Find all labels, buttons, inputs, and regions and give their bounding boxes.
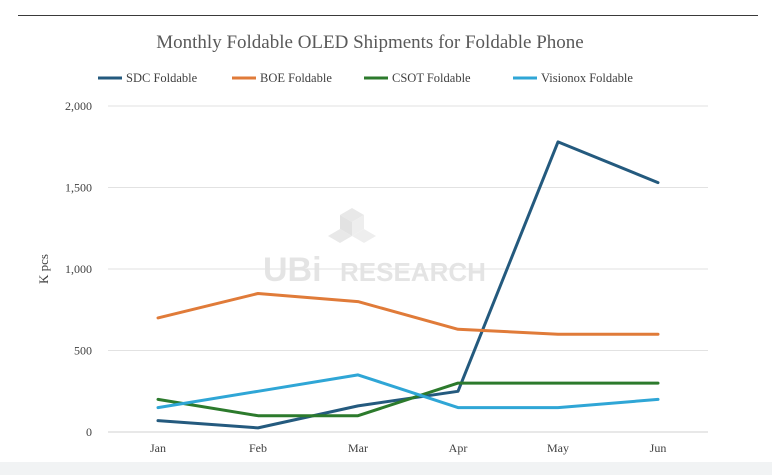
- x-tick-label: Jun: [650, 441, 667, 455]
- legend-label: CSOT Foldable: [392, 71, 471, 85]
- legend: SDC Foldable BOE Foldable CSOT Foldable Vis…: [98, 71, 633, 85]
- line-chart: Monthly Foldable OLED Shipments for Fold…: [36, 32, 708, 455]
- series-lines: [156, 140, 660, 430]
- watermark-logo: UBi RESEARCH: [263, 208, 486, 289]
- cube-logo-icon: [328, 208, 376, 243]
- x-tick-label: Feb: [249, 441, 267, 455]
- chart-title: Monthly Foldable OLED Shipments for Fold…: [156, 32, 583, 53]
- watermark-text: RESEARCH: [340, 257, 486, 287]
- y-tick-label: 1,500: [65, 181, 92, 195]
- x-tick-label: May: [547, 441, 569, 455]
- x-tick-label: Mar: [348, 441, 368, 455]
- series-line-visionox-foldable: [156, 373, 660, 410]
- legend-label: SDC Foldable: [126, 71, 198, 85]
- y-tick-label: 2,000: [65, 99, 92, 113]
- legend-label: Visionox Foldable: [541, 71, 633, 85]
- y-tick-label: 1,000: [65, 262, 92, 276]
- y-tick-label: 500: [74, 344, 92, 358]
- legend-label: BOE Foldable: [260, 71, 332, 85]
- series-line-csot-foldable: [156, 381, 660, 418]
- x-tick-labels: Jan Feb Mar Apr May Jun: [150, 441, 666, 455]
- x-tick-label: Jan: [150, 441, 166, 455]
- y-tick-labels: 0 500 1,000 1,500 2,000: [65, 99, 92, 439]
- bottom-band: [0, 462, 772, 475]
- y-tick-label: 0: [86, 425, 92, 439]
- x-tick-label: Apr: [449, 441, 468, 455]
- gridlines: [108, 105, 708, 433]
- watermark-brand: UBi: [263, 251, 322, 289]
- series-line-boe-foldable: [156, 292, 660, 336]
- y-axis-label: K pcs: [36, 254, 51, 284]
- top-rule: [18, 15, 758, 16]
